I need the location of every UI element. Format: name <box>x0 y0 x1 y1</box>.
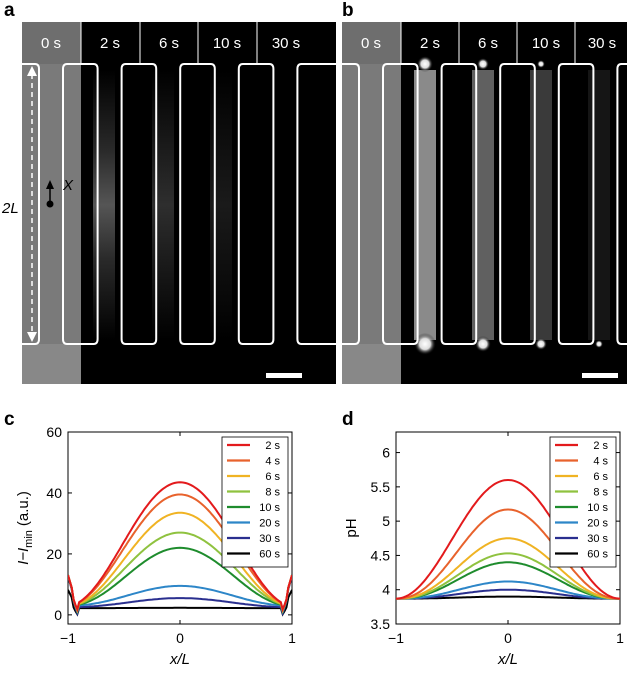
channel-glow <box>210 70 232 340</box>
legend-entry: 8 s <box>593 487 608 499</box>
bright-spot <box>414 333 436 355</box>
legend <box>221 436 289 568</box>
y-axis-label: I−Imin(a.u.) <box>15 491 35 565</box>
legend-entry: 8 s <box>265 487 280 499</box>
legend-entry: 10 s <box>587 502 608 514</box>
channel-glow <box>93 70 115 340</box>
bright-spot <box>537 60 545 68</box>
legend <box>549 436 617 568</box>
legend-entry: 60 s <box>259 549 280 561</box>
x-axis-label: x/L <box>169 651 190 668</box>
legend-entry: 20 s <box>259 518 280 530</box>
panel-a: a 0 s 2 s 6 s 10 s 30 s 2L X <box>1 0 336 384</box>
y-tick-label: 5 <box>382 513 390 529</box>
time-label: 10 s <box>532 35 560 52</box>
channel-fill <box>472 70 494 340</box>
series-line-6s <box>396 537 620 600</box>
y-tick-label: 0 <box>54 607 62 623</box>
legend-entry: 10 s <box>259 502 280 514</box>
series-line-6s <box>68 511 292 614</box>
x-tick-label: 0 <box>504 630 512 646</box>
panel-d: d −1 0 1 3.5 4 4.5 5 5.5 6 x/L pH 2 s 4 s 6 s 8 s 10 s 2… <box>342 409 624 668</box>
panel-a-label: a <box>4 0 15 21</box>
legend-entry: 30 s <box>587 533 608 545</box>
legend-entry: 4 s <box>593 456 608 468</box>
y-axis-label: pH <box>343 518 360 537</box>
series-line-10s <box>68 546 292 615</box>
time-label: 2 s <box>420 35 440 52</box>
x-tick-label: 1 <box>288 630 296 646</box>
legend-entry: 6 s <box>265 471 280 483</box>
y-tick-label: 3.5 <box>371 616 391 632</box>
series-line-2s <box>396 478 620 600</box>
bright-spot <box>475 336 491 352</box>
series-line-20s <box>396 580 620 600</box>
series-line-20s <box>68 574 292 615</box>
x-label: X <box>62 177 74 194</box>
scale-bar <box>266 373 302 378</box>
series-line-4s <box>396 508 620 600</box>
time-label: 6 s <box>478 35 498 52</box>
x-arrow-icon <box>46 180 54 189</box>
legend-entry: 60 s <box>587 549 608 561</box>
length-label: 2L <box>1 200 19 217</box>
bright-spot <box>417 56 433 72</box>
channel-outline <box>342 63 627 345</box>
channel-fill <box>588 70 610 340</box>
channel-fill <box>414 70 436 340</box>
channel-fill <box>530 70 552 340</box>
series-line-10s <box>396 561 620 600</box>
legend-entry: 2 s <box>265 440 280 452</box>
time-label: 30 s <box>588 35 616 52</box>
panel-c-label: c <box>4 409 15 430</box>
series-line-8s <box>396 552 620 600</box>
legend-entry: 30 s <box>259 533 280 545</box>
chart-d: −1 0 1 3.5 4 4.5 5 5.5 6 x/L pH 2 s 4 s 6 s 8 s 10 s 20 … <box>343 431 624 668</box>
x-tick-label: −1 <box>60 630 76 646</box>
y-tick-label: 40 <box>46 485 62 501</box>
legend-entry: 2 s <box>593 440 608 452</box>
time-label: 0 s <box>41 35 61 52</box>
series-line-4s <box>68 493 292 613</box>
y-tick-label: 4 <box>382 582 390 598</box>
x-tick-label: 0 <box>176 630 184 646</box>
time-label: 10 s <box>213 35 241 52</box>
scale-bar <box>582 373 618 378</box>
frames-a-dark <box>81 22 336 384</box>
panel-d-label: d <box>342 409 354 430</box>
y-tick-label: 4.5 <box>371 547 391 563</box>
time-label: 0 s <box>361 35 381 52</box>
channel-glow <box>152 70 174 340</box>
series-line-8s <box>68 531 292 614</box>
series-line-2s <box>68 481 292 613</box>
legend-entry: 4 s <box>265 456 280 468</box>
series-line-60s <box>68 589 292 617</box>
channel-outline <box>22 63 336 345</box>
series-line-30s <box>68 576 292 617</box>
y-tick-label: 20 <box>46 546 62 562</box>
legend-entry: 20 s <box>587 518 608 530</box>
y-tick-label: 60 <box>46 424 62 440</box>
bright-spot <box>595 340 603 348</box>
y-tick-label: 5.5 <box>371 479 391 495</box>
legend-entry: 6 s <box>593 471 608 483</box>
x-axis-label: x/L <box>497 651 518 668</box>
time-label: 2 s <box>100 35 120 52</box>
time-label: 30 s <box>272 35 300 52</box>
series-line-30s <box>396 588 620 600</box>
x-tick-label: 1 <box>616 630 624 646</box>
series-line-60s <box>396 595 620 600</box>
bright-spot <box>477 58 489 70</box>
y-tick-label: 6 <box>382 445 390 461</box>
x-tick-label: −1 <box>388 630 404 646</box>
panel-b: b 0 s 2 s 6 s 10 s 30 s <box>342 0 627 384</box>
bright-spot <box>535 338 547 350</box>
time-label: 6 s <box>159 35 179 52</box>
panel-b-label: b <box>342 0 354 21</box>
